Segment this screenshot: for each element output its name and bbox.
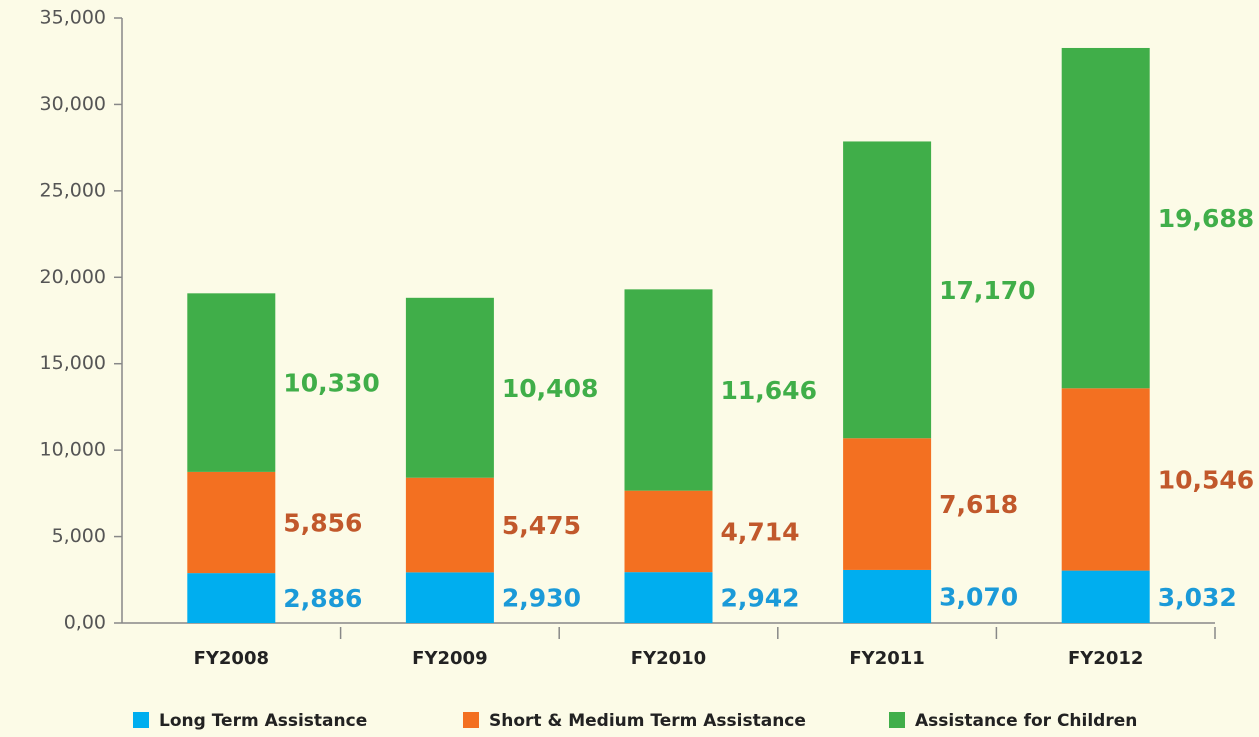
y-tick-label: 10,000 [40,439,106,461]
y-tick-label: 35,000 [40,7,106,29]
legend-label: Long Term Assistance [159,711,367,731]
legend-swatch [463,712,479,728]
value-label: 10,408 [502,374,598,403]
legend-swatch [889,712,905,728]
legend-swatch [133,712,149,728]
bar-segment [187,573,276,623]
legend-label: Assistance for Children [915,711,1137,731]
bar-segment [843,569,932,623]
value-label: 11,646 [721,376,817,405]
bar-segment [624,572,713,623]
value-label: 10,330 [283,369,379,398]
value-label: 3,070 [939,582,1018,611]
x-tick-label: FY2012 [1068,648,1143,669]
x-tick-label: FY2009 [412,648,487,669]
legend-label: Short & Medium Term Assistance [489,711,806,731]
bar-segment [624,289,713,491]
value-label: 17,170 [939,276,1035,305]
y-tick-label: 15,000 [40,352,106,374]
value-label: 19,688 [1158,204,1254,233]
bar-segment [405,477,494,573]
bar-segment [187,293,276,472]
bar-segment [843,141,932,439]
value-label: 3,032 [1158,583,1237,612]
y-tick-label: 0,00 [64,612,106,634]
bar-segment [1061,388,1150,571]
y-tick-label: 20,000 [40,266,106,288]
value-label: 7,618 [939,490,1018,519]
x-tick-label: FY2008 [194,648,269,669]
bar-segment [1061,570,1150,623]
bar-segment [405,297,494,478]
x-tick-label: FY2010 [631,648,706,669]
value-label: 2,942 [721,584,800,613]
value-label: 5,856 [283,509,362,538]
y-tick-label: 5,000 [52,525,106,547]
value-label: 4,714 [721,517,800,546]
bar-segment [624,490,713,573]
bar-segment [1061,47,1150,389]
value-label: 2,886 [283,584,362,613]
x-tick-label: FY2011 [849,648,924,669]
y-tick-label: 30,000 [40,93,106,115]
y-tick-label: 25,000 [40,179,106,201]
bar-segment [843,438,932,570]
bar-segment [405,572,494,623]
value-label: 10,546 [1158,465,1254,494]
bar-segment [187,471,276,574]
value-label: 2,930 [502,584,581,613]
value-label: 5,475 [502,511,581,540]
